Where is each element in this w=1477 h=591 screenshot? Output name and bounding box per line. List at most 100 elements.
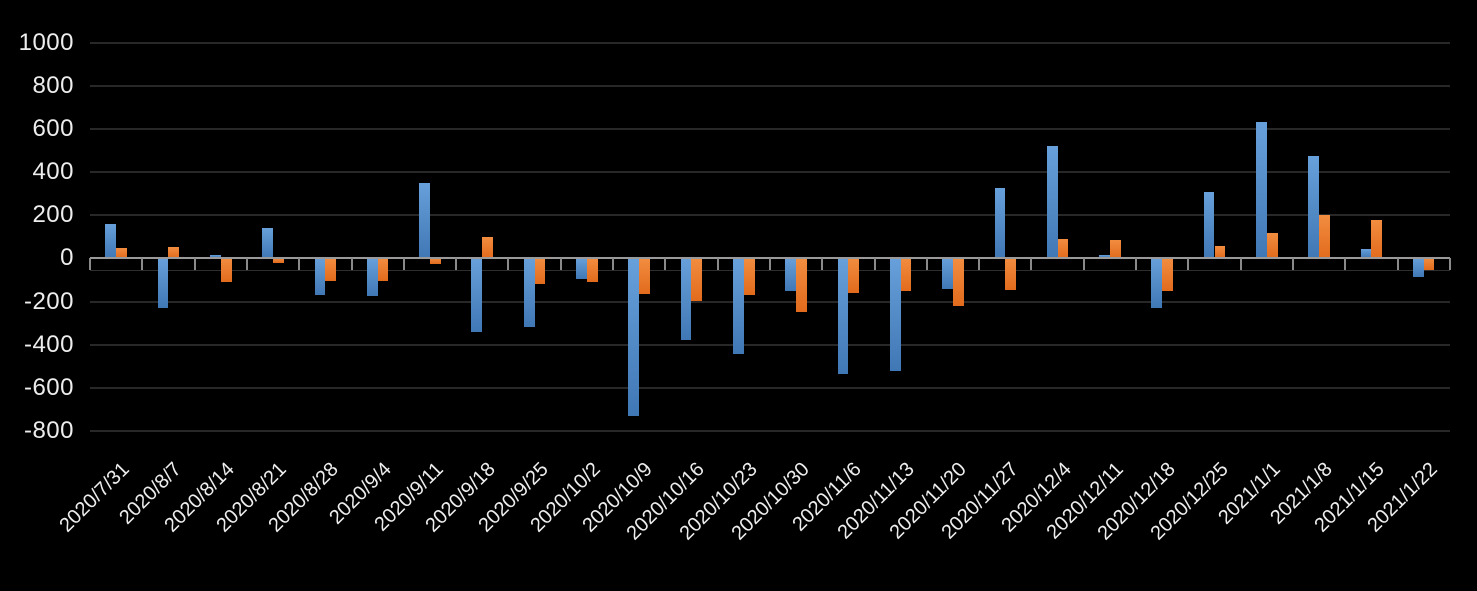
bar-blue[interactable] xyxy=(1046,146,1058,259)
axis-tick xyxy=(141,258,144,271)
bar-blue[interactable] xyxy=(1151,258,1163,308)
bar-blue[interactable] xyxy=(1308,156,1320,259)
bar-blue[interactable] xyxy=(1256,121,1267,259)
y-axis-tick-label: -400 xyxy=(23,330,74,358)
bar-blue[interactable] xyxy=(314,258,326,295)
axis-tick-baseline xyxy=(90,270,1450,272)
axis-tick xyxy=(1291,258,1294,271)
axis-tick xyxy=(873,258,876,271)
axis-tick xyxy=(402,258,405,271)
y-axis-tick-label: 400 xyxy=(32,158,74,186)
y-axis-tick-label: 0 xyxy=(60,244,74,272)
bar-orange[interactable] xyxy=(743,258,755,295)
axis-tick xyxy=(664,258,667,271)
bar-blue[interactable] xyxy=(105,223,117,259)
bar-blue[interactable] xyxy=(576,258,587,279)
axis-tick xyxy=(298,258,301,271)
bar-blue[interactable] xyxy=(628,258,640,416)
y-axis-tick-label: 1000 xyxy=(18,28,74,56)
gridline xyxy=(90,343,1450,346)
bar-blue[interactable] xyxy=(157,258,169,308)
axis-tick xyxy=(978,258,981,271)
bar-blue[interactable] xyxy=(733,258,744,355)
bar-blue[interactable] xyxy=(889,258,901,372)
bar-blue[interactable] xyxy=(419,183,430,259)
bar-blue[interactable] xyxy=(1099,255,1110,259)
bar-orange[interactable] xyxy=(220,258,232,283)
bar-blue[interactable] xyxy=(1360,248,1372,259)
axis-tick xyxy=(1448,258,1451,271)
bar-blue[interactable] xyxy=(1412,258,1424,277)
y-axis-tick-label: -600 xyxy=(23,373,74,401)
bar-orange[interactable] xyxy=(1162,258,1173,291)
axis-tick xyxy=(1187,258,1190,271)
axis-tick xyxy=(1239,258,1242,271)
axis-tick xyxy=(821,258,824,271)
gridline xyxy=(90,300,1450,303)
bar-blue[interactable] xyxy=(471,258,483,332)
y-axis-tick-label: 600 xyxy=(32,115,74,143)
bar-blue[interactable] xyxy=(1203,191,1215,259)
bar-orange[interactable] xyxy=(325,258,337,281)
y-axis-tick-label: 800 xyxy=(32,72,74,99)
bar-orange[interactable] xyxy=(1109,240,1121,259)
y-axis-tick-label: -200 xyxy=(23,287,74,315)
gridline xyxy=(90,85,1450,87)
gridline xyxy=(90,429,1450,432)
bar-orange[interactable] xyxy=(1057,239,1069,259)
bar-blue[interactable] xyxy=(837,258,849,374)
bar-orange[interactable] xyxy=(1371,219,1383,259)
bar-orange[interactable] xyxy=(1266,232,1278,259)
bar-orange[interactable] xyxy=(1005,258,1017,290)
bar-orange[interactable] xyxy=(796,258,807,313)
bar-blue[interactable] xyxy=(523,258,535,328)
axis-tick xyxy=(1396,258,1399,271)
bar-orange[interactable] xyxy=(1319,215,1330,259)
bar-orange[interactable] xyxy=(534,258,546,285)
gridline xyxy=(90,128,1450,131)
gridline xyxy=(90,171,1450,174)
bar-orange[interactable] xyxy=(639,258,650,294)
y-axis-tick-label: 200 xyxy=(32,201,74,229)
gridline xyxy=(90,214,1450,217)
bar-orange[interactable] xyxy=(691,258,703,302)
x-axis-category-label: 2020/7/31 xyxy=(55,458,134,537)
bar-orange[interactable] xyxy=(1214,245,1226,259)
gridline xyxy=(90,386,1450,389)
axis-tick xyxy=(559,258,562,271)
bar-orange[interactable] xyxy=(1423,258,1435,271)
bar-blue[interactable] xyxy=(209,255,221,259)
axis-tick xyxy=(768,258,771,271)
bar-orange[interactable] xyxy=(429,258,441,264)
axis-tick xyxy=(193,258,196,271)
axis-tick xyxy=(1082,258,1085,271)
bar-orange[interactable] xyxy=(116,247,127,259)
bar-blue[interactable] xyxy=(994,188,1006,259)
bar-blue[interactable] xyxy=(262,228,273,259)
bar-blue[interactable] xyxy=(366,258,378,297)
bar-orange[interactable] xyxy=(273,258,284,263)
bar-orange[interactable] xyxy=(586,258,598,283)
axis-tick xyxy=(1135,258,1137,271)
axis-tick xyxy=(1344,258,1347,271)
bar-orange[interactable] xyxy=(377,258,389,281)
axis-tick xyxy=(89,258,91,271)
axis-tick xyxy=(245,258,248,271)
bar-blue[interactable] xyxy=(942,258,953,289)
bar-orange[interactable] xyxy=(482,236,494,259)
axis-tick xyxy=(1030,258,1033,271)
bar-orange[interactable] xyxy=(952,258,964,306)
axis-tick xyxy=(612,258,614,271)
bar-blue[interactable] xyxy=(680,258,692,341)
axis-tick xyxy=(455,258,458,271)
bar-orange[interactable] xyxy=(168,246,180,259)
bar-blue[interactable] xyxy=(785,258,797,291)
axis-tick xyxy=(350,258,353,271)
gridline xyxy=(90,41,1450,44)
bar-orange[interactable] xyxy=(900,258,912,291)
bar-orange[interactable] xyxy=(848,258,860,293)
axis-tick xyxy=(716,258,719,271)
y-axis-tick-label: -800 xyxy=(23,416,74,444)
axis-tick xyxy=(925,258,928,271)
